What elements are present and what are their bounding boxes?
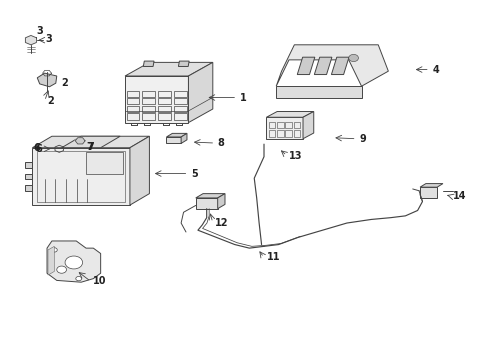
Bar bbox=[158, 106, 171, 112]
Text: 3: 3 bbox=[36, 26, 43, 36]
Bar bbox=[126, 91, 139, 97]
Polygon shape bbox=[217, 194, 224, 209]
Circle shape bbox=[51, 248, 57, 252]
Polygon shape bbox=[37, 73, 57, 87]
Bar bbox=[174, 91, 186, 97]
Bar bbox=[126, 98, 139, 104]
Bar bbox=[158, 91, 171, 97]
Text: 2: 2 bbox=[61, 78, 68, 88]
Text: 8: 8 bbox=[217, 138, 224, 148]
Polygon shape bbox=[419, 187, 436, 198]
Polygon shape bbox=[276, 45, 387, 86]
Bar bbox=[142, 98, 155, 104]
Polygon shape bbox=[61, 136, 120, 148]
Bar bbox=[126, 106, 139, 112]
Polygon shape bbox=[166, 134, 186, 137]
Polygon shape bbox=[419, 184, 442, 187]
Polygon shape bbox=[47, 241, 101, 282]
Text: 7: 7 bbox=[87, 142, 94, 152]
Polygon shape bbox=[297, 57, 314, 75]
Bar bbox=[277, 130, 283, 136]
Polygon shape bbox=[25, 174, 32, 179]
Circle shape bbox=[348, 54, 358, 62]
Polygon shape bbox=[181, 134, 186, 143]
Polygon shape bbox=[303, 112, 313, 139]
Text: 5: 5 bbox=[190, 168, 197, 179]
Text: 14: 14 bbox=[452, 191, 466, 201]
Circle shape bbox=[65, 256, 82, 269]
Text: 2: 2 bbox=[47, 96, 54, 106]
Polygon shape bbox=[125, 76, 188, 123]
Text: 4: 4 bbox=[431, 64, 438, 75]
Polygon shape bbox=[276, 86, 361, 98]
Polygon shape bbox=[178, 61, 189, 67]
Bar bbox=[293, 122, 300, 128]
Text: 13: 13 bbox=[289, 150, 302, 161]
Text: 12: 12 bbox=[215, 218, 228, 228]
Bar bbox=[126, 113, 139, 120]
Bar bbox=[174, 113, 186, 120]
Bar bbox=[142, 106, 155, 112]
Bar bbox=[285, 122, 291, 128]
Bar bbox=[158, 98, 171, 104]
Bar bbox=[268, 130, 275, 136]
Polygon shape bbox=[195, 198, 217, 209]
Text: 9: 9 bbox=[358, 134, 365, 144]
Bar bbox=[142, 113, 155, 120]
Polygon shape bbox=[331, 57, 348, 75]
Bar bbox=[86, 152, 123, 174]
Bar bbox=[142, 91, 155, 97]
Text: 6: 6 bbox=[33, 143, 40, 153]
Polygon shape bbox=[143, 61, 154, 67]
Polygon shape bbox=[266, 117, 303, 139]
Polygon shape bbox=[188, 62, 212, 123]
Polygon shape bbox=[130, 136, 149, 205]
Polygon shape bbox=[25, 185, 32, 191]
Bar bbox=[37, 151, 125, 202]
Bar bbox=[277, 122, 283, 128]
Text: 3: 3 bbox=[45, 35, 52, 44]
Bar bbox=[174, 106, 186, 112]
Text: 11: 11 bbox=[266, 252, 279, 262]
Text: 1: 1 bbox=[239, 93, 246, 103]
Polygon shape bbox=[55, 145, 63, 152]
Text: 7: 7 bbox=[86, 142, 93, 152]
Bar bbox=[268, 122, 275, 128]
Text: 10: 10 bbox=[93, 276, 106, 287]
Text: 6: 6 bbox=[36, 144, 42, 154]
Polygon shape bbox=[125, 62, 212, 76]
Polygon shape bbox=[266, 112, 313, 117]
Bar bbox=[158, 113, 171, 120]
Circle shape bbox=[76, 276, 81, 281]
Polygon shape bbox=[48, 246, 54, 275]
Polygon shape bbox=[314, 57, 331, 75]
Polygon shape bbox=[75, 138, 85, 144]
Polygon shape bbox=[25, 36, 36, 45]
Bar bbox=[293, 130, 300, 136]
Polygon shape bbox=[32, 136, 149, 148]
Polygon shape bbox=[32, 148, 130, 205]
Bar bbox=[285, 130, 291, 136]
Circle shape bbox=[57, 266, 66, 273]
Polygon shape bbox=[25, 162, 32, 168]
Polygon shape bbox=[166, 137, 181, 143]
Polygon shape bbox=[195, 194, 224, 198]
Bar bbox=[174, 98, 186, 104]
